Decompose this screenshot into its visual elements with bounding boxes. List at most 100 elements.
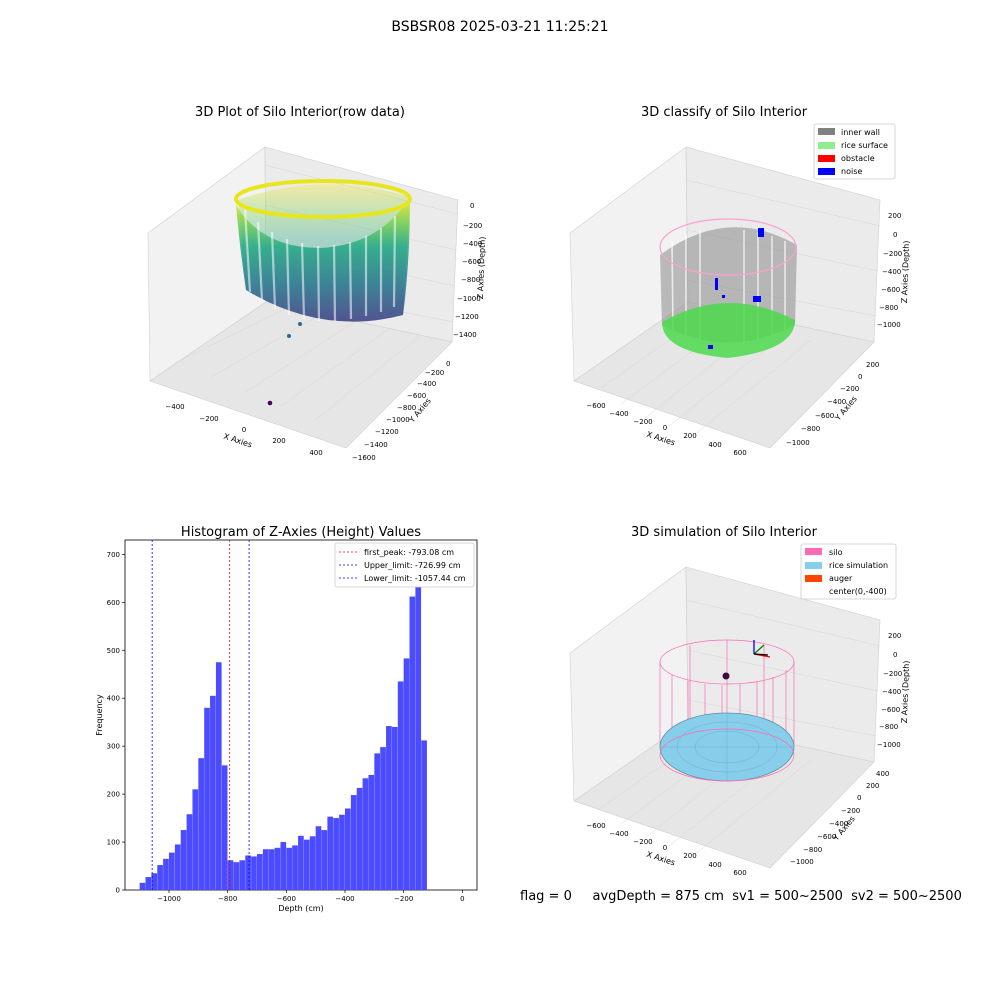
raw-x-tick: −200 — [199, 415, 218, 423]
hist-bar — [280, 842, 287, 890]
classify-y-tick: −600 — [815, 412, 834, 420]
sim-x-ticks: −600 −400 −200 0 200 400 600 — [586, 822, 746, 877]
sim-z-tick: 0 — [893, 651, 897, 659]
panel-simulation-3d: 3D simulation of Silo Interior — [569, 525, 911, 877]
classify-noise-points — [708, 228, 764, 349]
legend-upper-limit-label: Upper_limit: -726.99 cm — [364, 561, 461, 570]
raw-x-label: X Axies — [222, 432, 253, 450]
hist-bar — [368, 774, 375, 890]
classify-y-tick: −200 — [840, 385, 859, 393]
sim-legend: silo rice simulation auger center(0,-400… — [800, 543, 897, 600]
classify-z-tick: −1000 — [877, 321, 901, 329]
legend-silo-label: silo — [829, 548, 843, 557]
raw-x-ticks: −400 −200 0 200 400 — [165, 403, 322, 457]
raw-z-tick: −1000 — [457, 295, 481, 303]
sim-rice-mesh — [660, 713, 794, 781]
raw-y-tick: −400 — [417, 380, 436, 388]
raw-z-tick: −600 — [462, 258, 481, 266]
hist-bar — [204, 707, 210, 890]
status-flag: flag = 0 — [520, 889, 572, 904]
hist-legend-box — [334, 542, 475, 588]
hist-y-tick-label: 700 — [107, 551, 120, 559]
hist-bar — [403, 658, 410, 890]
hist-y-tick-label: 200 — [107, 791, 120, 799]
hist-bar — [309, 836, 316, 890]
raw-y-tick: 0 — [446, 360, 450, 368]
raw-point-cloud — [234, 179, 412, 406]
hist-bar — [157, 865, 163, 890]
hist-bar — [315, 826, 322, 890]
sim-z-tick: −200 — [883, 670, 902, 678]
raw-z-tick: −1200 — [455, 313, 479, 321]
legend-rice-surface-label: rice surface — [841, 141, 888, 150]
classify-floor-pane — [573, 301, 875, 449]
sim-x-tick: −200 — [633, 838, 652, 846]
hist-bar — [239, 860, 246, 890]
raw-outlier-point — [287, 334, 291, 338]
classify-x-ticks: −600 −400 −200 0 200 400 600 — [586, 402, 746, 457]
sim-z-tick: −600 — [881, 706, 900, 714]
hist-bar — [409, 596, 416, 890]
panel-raw-title: 3D Plot of Silo Interior(row data) — [195, 105, 405, 120]
raw-y-tick: −800 — [397, 404, 416, 412]
hist-bar — [292, 845, 298, 890]
hist-y-tick-label: 100 — [107, 839, 120, 847]
legend-noise-label: noise — [841, 167, 862, 176]
classify-legend-box — [813, 123, 896, 180]
raw-z-tick: −200 — [463, 222, 482, 230]
sim-center-marker — [722, 672, 730, 680]
hist-bar — [374, 753, 380, 890]
raw-top-rim — [234, 179, 412, 219]
classify-z-ticks: 200 0 −200 −400 −600 −800 −1000 — [877, 212, 902, 329]
sim-x-tick: −600 — [586, 822, 605, 830]
sim-z-tick: −1000 — [877, 741, 901, 749]
hist-legend: first_peak: -793.08 cm Upper_limit: -726… — [334, 542, 475, 588]
legend-obstacle-label: obstacle — [841, 154, 875, 163]
hist-bar — [245, 855, 251, 890]
hist-x-ticks: −1000 −800 −600 −400 −200 0 — [157, 890, 465, 903]
classify-legend: inner wall rice surface obstacle noise — [813, 123, 896, 180]
hist-bar — [145, 877, 152, 890]
raw-x-tick: 400 — [309, 449, 322, 457]
legend-center-label: center(0,-400) — [829, 587, 887, 596]
hist-bar — [139, 882, 146, 890]
hist-x-tick-label: −1000 — [157, 895, 181, 903]
raw-z-tick: −800 — [461, 276, 480, 284]
raw-z-tick: 0 — [470, 202, 474, 210]
hist-bar — [198, 758, 204, 890]
status-sv2: sv2 = 500~2500 — [851, 889, 962, 904]
hist-bar — [303, 839, 310, 890]
classify-z-tick: −600 — [881, 286, 900, 294]
sim-x-tick: 200 — [683, 852, 696, 860]
sim-y-tick: −200 — [841, 807, 860, 815]
hist-bar — [215, 662, 222, 890]
raw-z-tick: −1400 — [453, 331, 477, 339]
sim-auger-axes — [753, 640, 771, 658]
raw-x-tick: 200 — [272, 437, 285, 445]
hist-x-label: Depth (cm) — [278, 904, 323, 913]
legend-lower-limit-label: Lower_limit: -1057.44 cm — [364, 574, 466, 583]
raw-z-label: Z Axies (Depth) — [476, 236, 487, 299]
panel-histogram: Histogram of Z-Axies (Height) Values −10… — [95, 525, 478, 913]
classify-rice-surface-points — [662, 302, 795, 358]
classify-y-ticks: −1000 −800 −600 −400 −200 0 200 — [786, 361, 879, 447]
hist-x-tick-label: −600 — [277, 895, 296, 903]
hist-bar — [251, 856, 257, 890]
hist-x-tick-label: −400 — [335, 895, 354, 903]
hist-bar — [327, 816, 334, 890]
raw-x-tick: 0 — [242, 426, 246, 434]
classify-x-label: X Axies — [645, 430, 676, 448]
raw-floor-pane — [149, 301, 453, 449]
status-avg-depth: avgDepth = 875 cm — [592, 889, 724, 904]
sim-z-tick: 200 — [888, 632, 901, 640]
legend-first-peak-label: first_peak: -793.08 cm — [364, 548, 454, 557]
hist-bar — [350, 795, 357, 890]
hist-x-tick-label: 0 — [460, 895, 464, 903]
hist-bar — [274, 847, 281, 890]
hist-y-ticks: 0 100 200 300 400 500 600 700 — [107, 551, 125, 895]
raw-y-tick: −1400 — [364, 441, 388, 449]
sim-y-tick: 0 — [857, 794, 861, 802]
raw-y-tick: −600 — [407, 392, 426, 400]
hist-bar — [421, 740, 427, 890]
